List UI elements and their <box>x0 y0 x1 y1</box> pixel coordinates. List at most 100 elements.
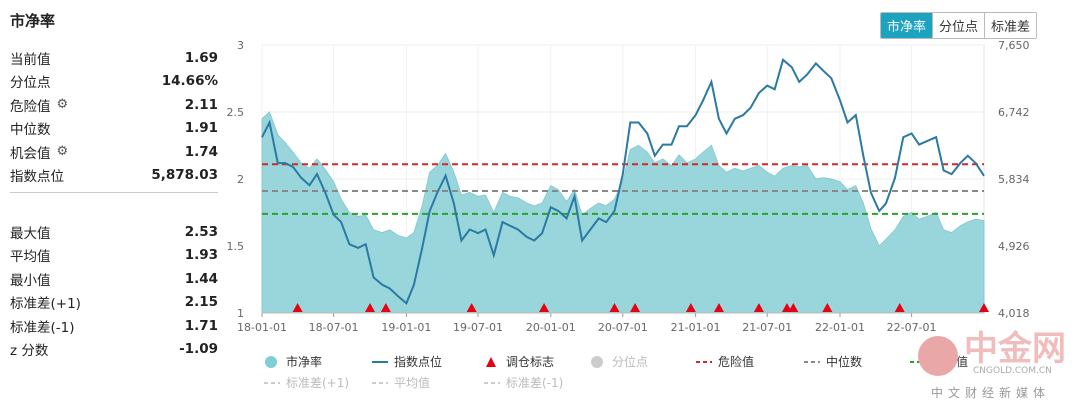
watermark-circle <box>918 336 958 376</box>
y-left-tick-label: 2.5 <box>227 106 245 119</box>
stat-value: 1.91 <box>184 120 218 137</box>
legend-label: 调仓标志 <box>506 355 554 369</box>
stat-label: 中位数 <box>10 118 51 138</box>
y-right-tick-label: 6,742 <box>998 106 1030 119</box>
stat-value: 5,878.03 <box>151 167 218 184</box>
stat-label: z 分数 <box>10 339 48 359</box>
y-right-tick-label: 4,926 <box>998 240 1030 253</box>
stat-label: 最大值 <box>10 222 51 242</box>
stat-label: 指数点位 <box>10 165 64 185</box>
stat-label: 危险值 ⚙ <box>10 95 68 115</box>
legend-swatch <box>265 356 277 368</box>
stat-row: 标准差(-1) 1.71 <box>10 314 218 338</box>
legend-label: 标准差(-1) <box>506 376 563 390</box>
stat-label-text: 最大值 <box>10 225 51 242</box>
stats-panel-bottom: 最大值 2.53 平均值 1.93 最小值 1.44 标准差(+1) 2.15 标准差(-1) 1… <box>10 220 218 361</box>
plot-area <box>261 44 985 314</box>
tab-active[interactable]: 市净率 <box>881 13 933 38</box>
pb-area <box>261 111 985 314</box>
gear-icon[interactable]: ⚙ <box>56 144 69 160</box>
page-title: 市净率 <box>10 12 56 30</box>
index-line-layer <box>261 58 985 305</box>
x-tick-label: 20-07-01 <box>598 321 648 334</box>
y-left-tick-label: 1 <box>237 307 244 320</box>
watermark-cn: 中文财经新媒体 <box>931 386 1051 400</box>
stat-value: 2.53 <box>184 223 218 240</box>
stat-label: 机会值 ⚙ <box>10 142 68 162</box>
legend-label: 平均值 <box>394 375 430 390</box>
watermark-big: 中金网 <box>964 329 1066 369</box>
stat-label: 平均值 <box>10 245 51 265</box>
chart-axes: 1 1.5 2 2.5 3 4,018 4,926 5,834 6,742 7,650 18-01-… <box>227 39 1030 334</box>
legend-swatch <box>591 356 603 368</box>
y-left-tick-label: 3 <box>237 39 244 52</box>
chart-grid <box>261 44 985 314</box>
x-tick-label: 20-01-01 <box>526 321 576 334</box>
legend-label: 指数点位 <box>394 354 442 369</box>
rebalance-marker <box>979 303 989 312</box>
x-tick-label: 18-01-01 <box>237 321 287 334</box>
rebalance-marker <box>788 303 799 312</box>
legend-label: 标准差(+1) <box>286 376 349 390</box>
legend-swatch <box>486 357 496 367</box>
y-left-tick-label: 1.5 <box>227 240 245 253</box>
gear-icon[interactable]: ⚙ <box>56 97 69 113</box>
y-right-tick-label: 4,018 <box>998 307 1030 320</box>
stat-value: 1.69 <box>184 49 218 66</box>
tab-option[interactable]: 分位点 <box>932 13 985 38</box>
stat-value: 2.15 <box>184 294 218 311</box>
stat-row: 分位点 14.66% <box>10 70 218 94</box>
rebalance-markers <box>292 303 989 312</box>
stat-label: 当前值 <box>10 48 51 68</box>
stat-row: 指数点位 5,878.03 <box>10 164 218 188</box>
x-tick-label: 19-01-01 <box>381 321 431 334</box>
rebalance-marker <box>713 303 724 312</box>
stat-label-text: 中位数 <box>10 122 51 139</box>
stat-label-text: 指数点位 <box>10 169 64 186</box>
stat-row: 标准差(+1) 2.15 <box>10 291 218 315</box>
stat-value: 14.66% <box>161 73 218 90</box>
stat-row: 中位数 1.91 <box>10 117 218 141</box>
rebalance-marker <box>380 303 391 312</box>
y-right-tick-label: 7,650 <box>998 39 1030 52</box>
tab-option[interactable]: 标准差 <box>984 13 1037 38</box>
stat-row: 当前值 1.69 <box>10 46 218 70</box>
stat-label-text: 最小值 <box>10 272 51 289</box>
rebalance-marker <box>753 303 764 312</box>
stat-label: 分位点 <box>10 71 51 91</box>
rebalance-marker <box>466 303 477 312</box>
stat-value: 1.93 <box>184 247 218 264</box>
watermark-logo: 中金网 CNGOLD.COM.CN 中文财经新媒体 <box>918 329 1066 400</box>
rebalance-marker <box>685 303 696 312</box>
stat-label-text: 机会值 <box>10 145 51 162</box>
x-tick-label: 22-01-01 <box>815 321 865 334</box>
stat-value: -1.09 <box>179 341 218 358</box>
stat-label-text: 标准差(-1) <box>10 319 75 336</box>
rebalance-marker <box>292 303 303 312</box>
reference-lines <box>262 163 984 215</box>
stat-row: 最小值 1.44 <box>10 267 218 291</box>
stat-label-text: 危险值 <box>10 98 51 115</box>
legend-label: 中位数 <box>826 354 862 369</box>
legend-label: 危险值 <box>718 354 754 369</box>
stat-row: 机会值 ⚙ 1.74 <box>10 140 218 164</box>
x-tick-label: 18-07-01 <box>309 321 359 334</box>
stat-label-text: z 分数 <box>10 343 49 360</box>
x-tick-label: 21-01-01 <box>671 321 721 334</box>
stat-label: 标准差(-1) <box>10 316 75 336</box>
y-right-tick-label: 5,834 <box>998 173 1030 186</box>
rebalance-marker <box>822 303 833 312</box>
stat-row: 危险值 ⚙ 2.11 <box>10 93 218 117</box>
stat-label: 最小值 <box>10 269 51 289</box>
y-left-tick-label: 2 <box>237 173 244 186</box>
rebalance-marker <box>630 303 641 312</box>
legend-label: 分位点 <box>612 354 648 369</box>
stat-value: 1.74 <box>184 143 218 160</box>
stats-panel-top: 当前值 1.69 分位点 14.66% 危险值 ⚙ 2.11 中位数 1.91 机会值 ⚙ 1.74 指… <box>10 46 218 187</box>
stat-row: z 分数 -1.09 <box>10 338 218 362</box>
stat-label-text: 分位点 <box>10 75 51 92</box>
stats-divider <box>10 192 218 193</box>
x-tick-label: 21-07-01 <box>742 321 792 334</box>
x-tick-label: 19-07-01 <box>453 321 503 334</box>
